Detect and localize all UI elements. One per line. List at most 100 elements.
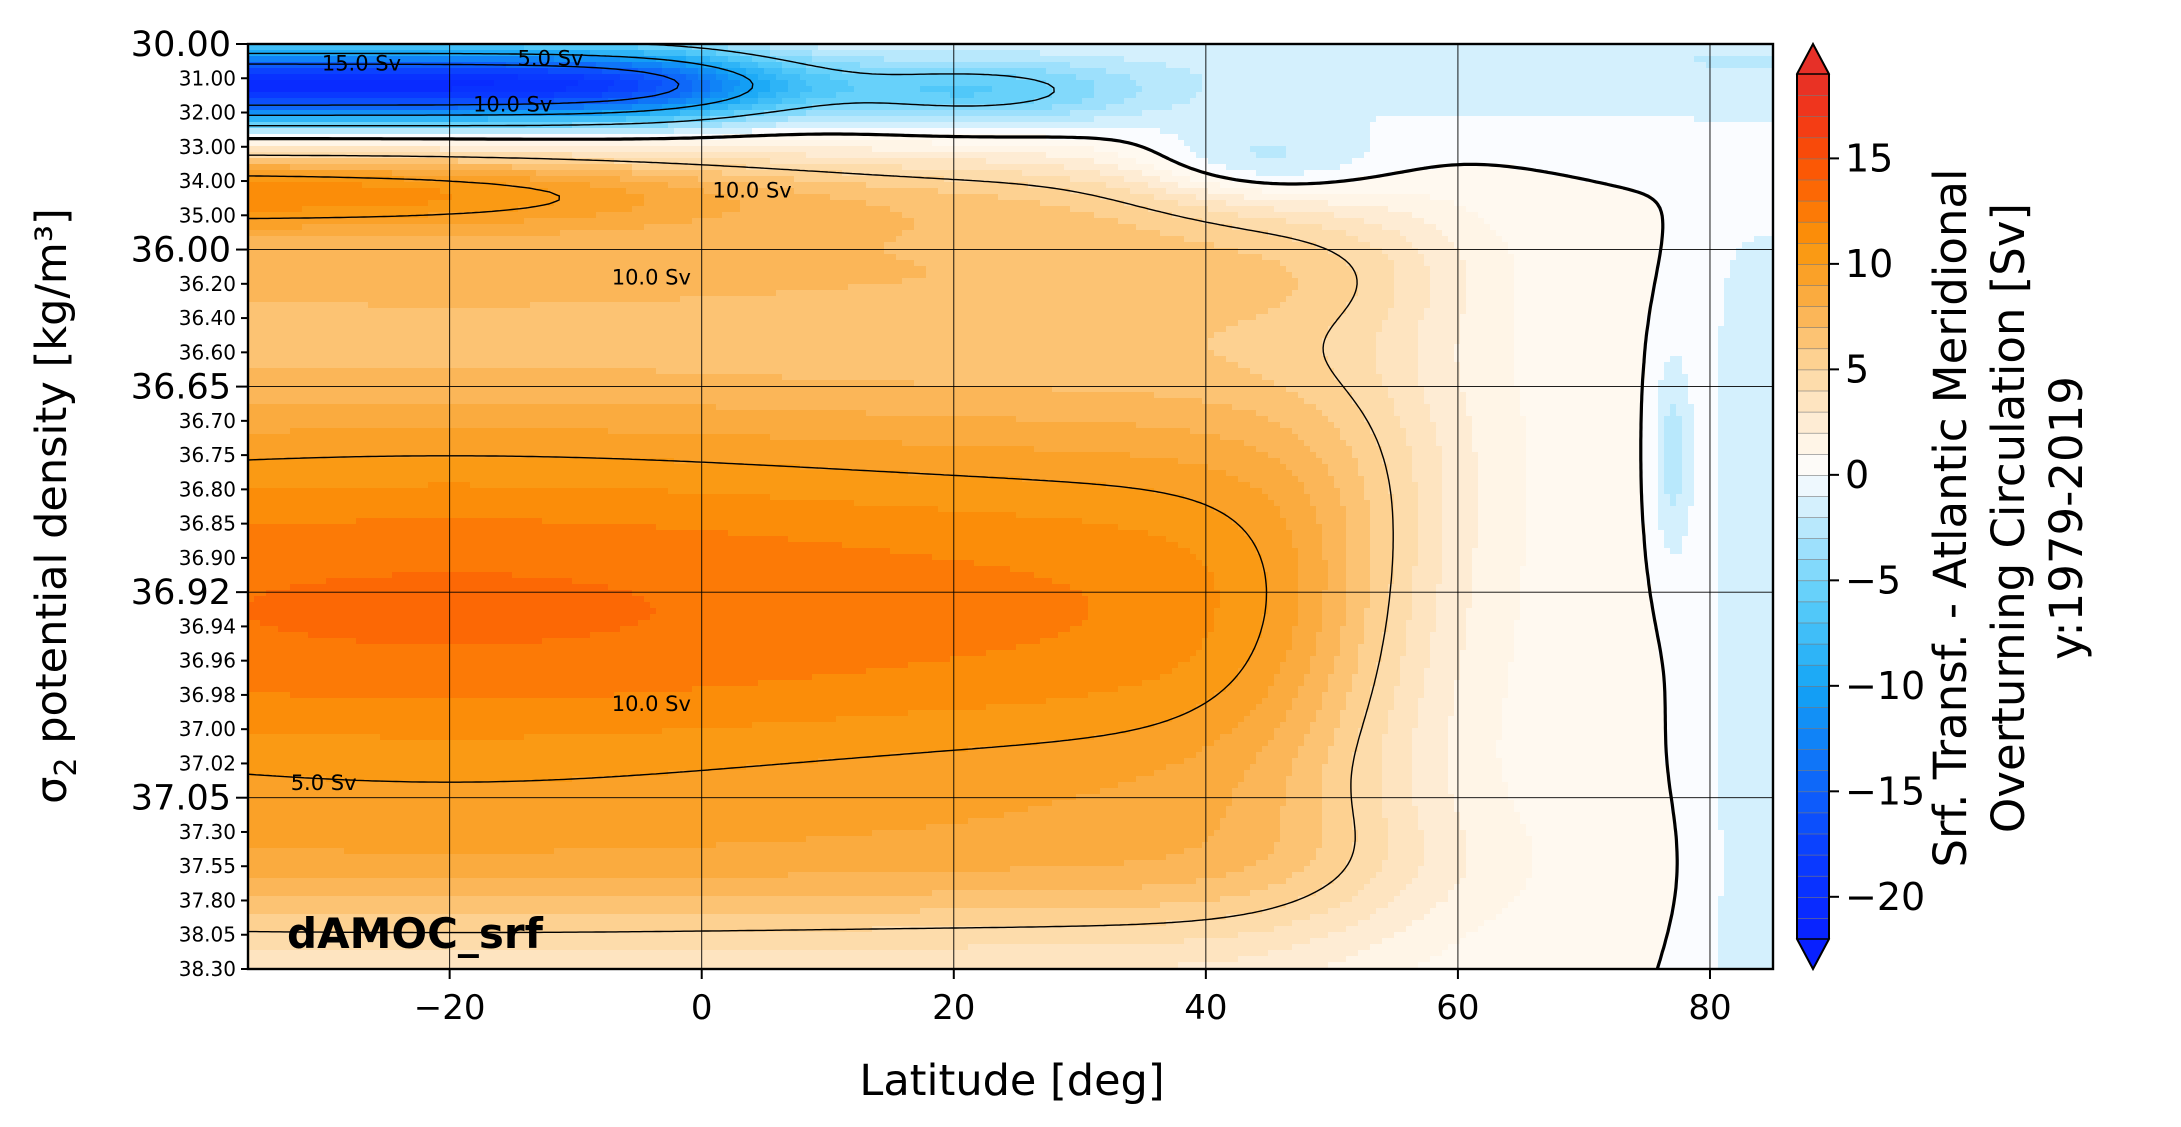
colorbar-segment: [1796, 158, 1830, 181]
colorbar-tick-label-7: −20: [1845, 875, 1925, 919]
colorbar-segment: [1796, 200, 1830, 223]
panel-label: dAMOC_srf: [287, 909, 544, 958]
colorbar-segment: [1796, 706, 1830, 729]
y-tick-label-8: 36.40: [179, 306, 236, 330]
colorbar-tick-label-0: 15: [1845, 136, 1893, 180]
colorbar-segment: [1796, 284, 1830, 307]
colorbar-segment: [1796, 453, 1830, 476]
y-tick-label-14: 36.85: [179, 512, 236, 536]
x-tick-label-0: −20: [414, 988, 486, 1028]
colorbar-segment: [1796, 390, 1830, 413]
colorbar-segment: [1796, 347, 1830, 371]
contour-lines: [248, 44, 1679, 969]
y-tick-label-22: 37.05: [131, 779, 231, 819]
colorbar-label-line-2: Overturning Circulation [Sv]: [1982, 203, 2035, 833]
contour-line-0: [248, 132, 1679, 969]
y-tick-label-4: 34.00: [179, 169, 236, 193]
colorbar-segment: [1796, 474, 1830, 497]
y-tick-label-15: 36.90: [179, 546, 236, 570]
colorbar-segment: [1796, 601, 1830, 624]
colorbar-tick-label-5: −10: [1845, 664, 1925, 708]
x-tick-label-1: 0: [691, 988, 713, 1028]
y-tick-label-1: 31.00: [179, 66, 236, 90]
y-tick-label-17: 36.94: [179, 614, 236, 638]
colorbar-segment: [1796, 917, 1830, 940]
colorbar-segment: [1796, 790, 1830, 814]
colorbar-segment: [1796, 685, 1830, 708]
contour-line-neg10: [248, 52, 754, 116]
colorbar-segment: [1796, 537, 1830, 560]
colorbar-segment: [1796, 495, 1830, 518]
contour-label-5: 10.0 Sv: [612, 692, 691, 716]
contour-line-neg15: [248, 63, 680, 106]
contour-plot: 15.0 Sv 10.0 Sv 5.0 Sv 10.0 Sv 10.0 Sv 10.0 S…: [246, 42, 1775, 971]
contour-line-5: [248, 154, 1394, 934]
y-tick-label-18: 36.96: [179, 649, 236, 673]
colorbar-label-line-1: Srf. Transf. - Atlantic Meridional: [1924, 168, 1977, 867]
y-tick-label-12: 36.75: [179, 443, 236, 467]
y-tick-label-13: 36.80: [179, 477, 236, 501]
colorbar-label: Srf. Transf. - Atlantic Meridional Overt…: [1924, 168, 2093, 867]
colorbar-segment: [1796, 558, 1830, 582]
colorbar-ticks: 15 10 5 0 −5 −10 −15 −20: [1829, 136, 1925, 919]
colorbar-tick-label-4: −5: [1845, 558, 1901, 602]
colorbar-tick-label-6: −15: [1845, 769, 1925, 813]
colorbar-segment: [1796, 579, 1830, 603]
colorbar-outline: [1796, 41, 1830, 972]
x-tick-label-2: 20: [932, 988, 975, 1028]
field-fill: [248, 44, 1773, 969]
y-tick-label-2: 32.00: [179, 101, 236, 125]
colorbar-segment: [1796, 664, 1830, 687]
colorbar-tick-label-2: 5: [1845, 347, 1869, 391]
colorbar-scale: [1795, 41, 1831, 972]
colorbar-segment: [1796, 875, 1830, 898]
colorbar-segment: [1796, 179, 1830, 202]
colorbar-segment: [1796, 369, 1830, 392]
colorbar-segment: [1796, 115, 1830, 139]
contour-line-10: [248, 175, 1268, 783]
y-tick-label-24: 37.55: [179, 854, 236, 878]
x-tick-label-5: 80: [1688, 988, 1731, 1028]
y-tick-label-6: 36.00: [131, 231, 231, 271]
y-tick-label-0: 30.00: [131, 25, 231, 65]
x-tick-label-3: 40: [1184, 988, 1227, 1028]
colorbar-segment: [1796, 622, 1830, 645]
colorbar-segment: [1796, 137, 1830, 160]
plot-frame: [246, 42, 1775, 971]
contour-label-0: 15.0 Sv: [322, 52, 401, 76]
y-tick-label-20: 37.00: [179, 717, 236, 741]
contour-labels: 15.0 Sv 10.0 Sv 5.0 Sv 10.0 Sv 10.0 Sv 10.0 S…: [291, 46, 792, 795]
y-tick-label-7: 36.20: [179, 272, 236, 296]
colorbar-segment: [1796, 263, 1830, 286]
grid-lines: [248, 44, 1773, 969]
colorbar-segment: [1796, 854, 1830, 877]
colorbar-segment: [1796, 643, 1830, 666]
colorbar-segment: [1796, 326, 1830, 350]
colorbar-segment: [1796, 748, 1830, 771]
y-tick-label-10: 36.65: [131, 368, 231, 408]
colorbar-segment: [1796, 305, 1830, 329]
colorbar-extend-top: [1795, 42, 1831, 75]
y-tick-label-11: 36.70: [179, 409, 236, 433]
y-tick-label-19: 36.98: [179, 683, 236, 707]
colorbar-segment: [1796, 221, 1830, 244]
contour-label-2: 5.0 Sv: [518, 46, 584, 70]
contour-label-1: 10.0 Sv: [473, 93, 552, 117]
colorbar-extend-bottom: [1795, 938, 1831, 971]
y-tick-label-3: 33.00: [179, 135, 236, 159]
y-axis-label: σ2 potential density [kg/m³]: [27, 208, 84, 804]
colorbar-segment: [1796, 896, 1830, 919]
colorbar-segment: [1796, 73, 1830, 96]
colorbar-segment: [1796, 242, 1830, 265]
colorbar-segment: [1796, 411, 1830, 434]
colorbar-segment: [1796, 812, 1830, 835]
y-tick-label-23: 37.30: [179, 820, 236, 844]
colorbar-segment: [1796, 94, 1830, 117]
y-tick-label-26: 38.05: [179, 923, 236, 947]
colorbar-segment: [1796, 769, 1830, 793]
contour-label-6: 5.0 Sv: [291, 771, 357, 795]
y-tick-label-25: 37.80: [179, 888, 236, 912]
x-axis: −20 0 20 40 60 80: [414, 969, 1732, 1028]
